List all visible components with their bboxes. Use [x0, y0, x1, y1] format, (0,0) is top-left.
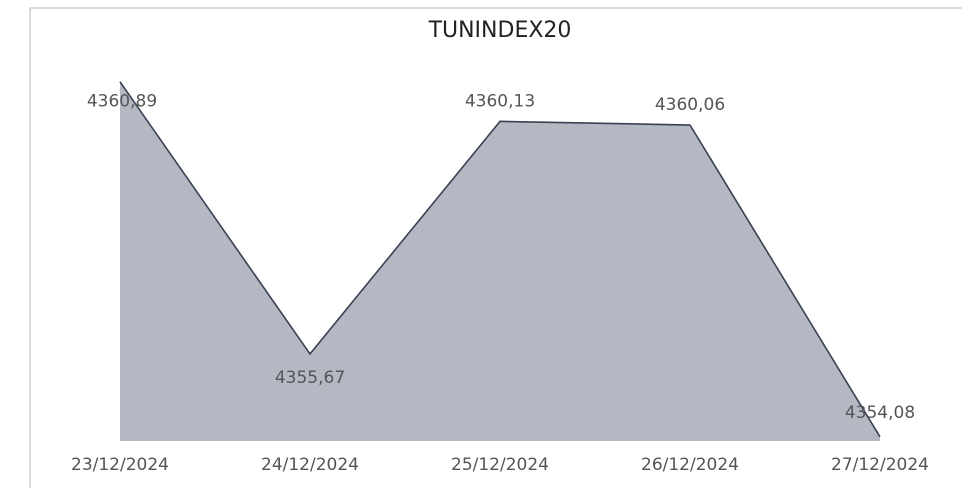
- x-tick-label: 27/12/2024: [831, 455, 929, 475]
- data-label: 4355,67: [275, 368, 345, 388]
- frame: [29, 7, 962, 488]
- line: [119, 81, 881, 438]
- x-tick-label: 26/12/2024: [641, 455, 739, 475]
- data-label: 4360,06: [655, 95, 725, 115]
- data-label: 4354,08: [845, 403, 915, 423]
- area: [120, 81, 880, 441]
- x-tick-label: 24/12/2024: [261, 455, 359, 475]
- chart-title: TUNINDEX20: [428, 18, 572, 43]
- data-label: 4360,89: [87, 92, 157, 112]
- x-tick-label: 25/12/2024: [451, 455, 549, 475]
- x-tick-label: 23/12/2024: [71, 455, 169, 475]
- data-label: 4360,13: [465, 91, 535, 111]
